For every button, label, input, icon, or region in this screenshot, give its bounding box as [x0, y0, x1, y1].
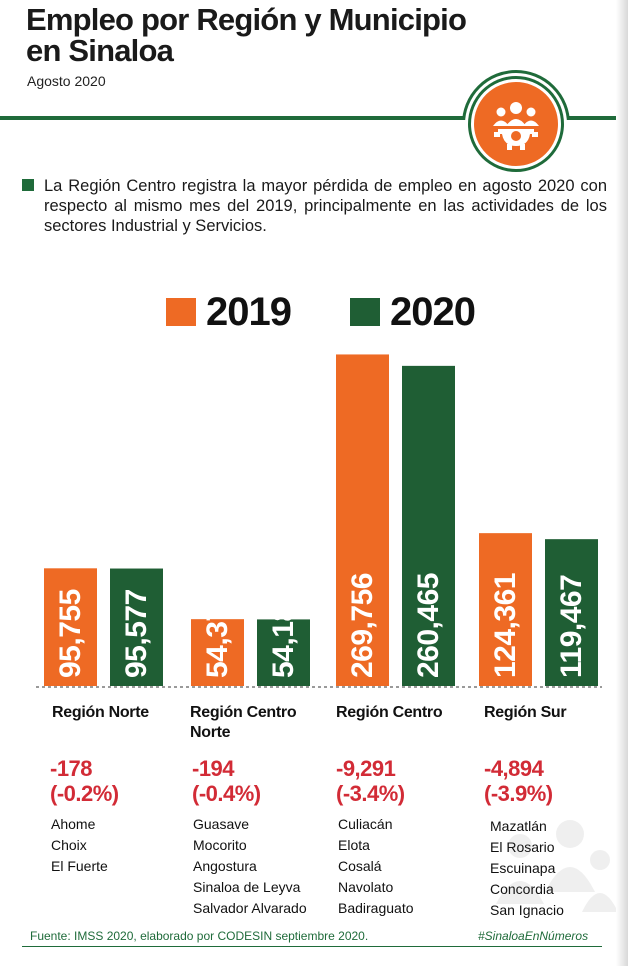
region-change-sur: -4,894 — [484, 756, 544, 781]
footer-divider — [22, 946, 602, 947]
footer-hashtag: #SinaloaEnNúmeros — [478, 929, 589, 943]
region-name-centro: Región Centro — [336, 704, 443, 721]
bar-2019-1 — [191, 619, 244, 686]
header-divider-right — [570, 116, 628, 120]
people-watermark-icon — [496, 820, 618, 912]
data-label-2019-2: 269,756 — [346, 573, 379, 678]
list-item: Ahome — [51, 816, 96, 832]
bar-2019-3 — [479, 533, 532, 686]
legend-label-2019: 2019 — [206, 290, 292, 334]
region-name-sur: Región Sur — [484, 704, 567, 721]
data-label-2019-1: 54,377 — [201, 589, 234, 678]
municipality-list-centro: Culiacán Elota Cosalá Navolato Badiragua… — [338, 814, 414, 919]
list-item: San Ignacio — [490, 902, 564, 918]
footer-source: Fuente: IMSS 2020, elaborado por CODESIN… — [30, 929, 369, 943]
region-name-norte: Región Norte — [52, 704, 149, 721]
region-change-centro: -9,291 — [336, 756, 396, 781]
lead-text: La Región Centro registra la mayor pérdi… — [44, 177, 607, 235]
region-change-pct-centro: (-3.4%) — [336, 781, 405, 806]
bar-2020-1 — [257, 619, 310, 686]
list-item: Navolato — [338, 879, 394, 895]
region-change-norte: -178 — [50, 756, 93, 781]
bar-2020-2 — [402, 365, 455, 686]
bar-chart: 95,755 95,577 54,377 54,183 269,756 260,465 12… — [36, 354, 602, 688]
list-item: El Rosario — [490, 839, 555, 855]
list-item: El Fuerte — [51, 858, 108, 874]
region-change-pct-sur: (-3.9%) — [484, 781, 553, 806]
list-item: Guasave — [193, 816, 250, 832]
page-title: Empleo por Región y Municipio en Sinaloa — [26, 2, 467, 68]
list-item: Salvador Alvarado — [193, 900, 307, 916]
list-item: Mazatlán — [490, 818, 547, 834]
list-item: Elota — [338, 837, 370, 853]
list-item: Mocorito — [193, 837, 247, 853]
data-label-2020-0: 95,577 — [120, 589, 153, 678]
legend-swatch-2019 — [166, 298, 196, 326]
bar-2020-0 — [110, 568, 163, 686]
header-divider-left — [0, 116, 462, 120]
bullet-square — [22, 179, 34, 191]
data-label-2019-0: 95,755 — [54, 589, 87, 678]
list-item: Sinaloa de Leyva — [193, 879, 301, 895]
region-change-pct-centro-norte: (-0.4%) — [192, 781, 261, 806]
list-item: Badiraguato — [338, 900, 414, 916]
bar-2019-0 — [44, 568, 97, 686]
page-subtitle: Agosto 2020 — [27, 73, 106, 89]
municipality-list-norte: Ahome Choix El Fuerte — [51, 814, 108, 877]
list-item: Angostura — [193, 858, 257, 874]
list-item: Choix — [51, 837, 87, 853]
list-item: Escuinapa — [490, 860, 556, 876]
bar-2019-2 — [336, 354, 389, 686]
data-label-2019-3: 124,361 — [489, 573, 522, 678]
data-label-2020-3: 119,467 — [555, 575, 588, 678]
region-change-pct-norte: (-0.2%) — [50, 781, 119, 806]
bar-2020-3 — [545, 539, 598, 686]
list-item: Cosalá — [338, 858, 382, 874]
data-label-2020-1: 54,183 — [267, 589, 300, 678]
page-edge-shadow — [616, 0, 628, 966]
municipality-list-sur: Mazatlán El Rosario Escuinapa Concordia … — [490, 816, 564, 921]
legend-label-2020: 2020 — [390, 290, 476, 334]
region-change-centro-norte: -194 — [192, 756, 235, 781]
municipality-list-centro-norte: Guasave Mocorito Angostura Sinaloa de Le… — [193, 814, 307, 919]
region-name-centro-norte: Región Centro Norte — [190, 704, 297, 741]
list-item: Culiacán — [338, 816, 393, 832]
data-label-2020-2: 260,465 — [412, 573, 445, 678]
people-gear-icon — [471, 79, 561, 169]
list-item: Concordia — [490, 879, 564, 900]
legend-swatch-2020 — [350, 298, 380, 326]
